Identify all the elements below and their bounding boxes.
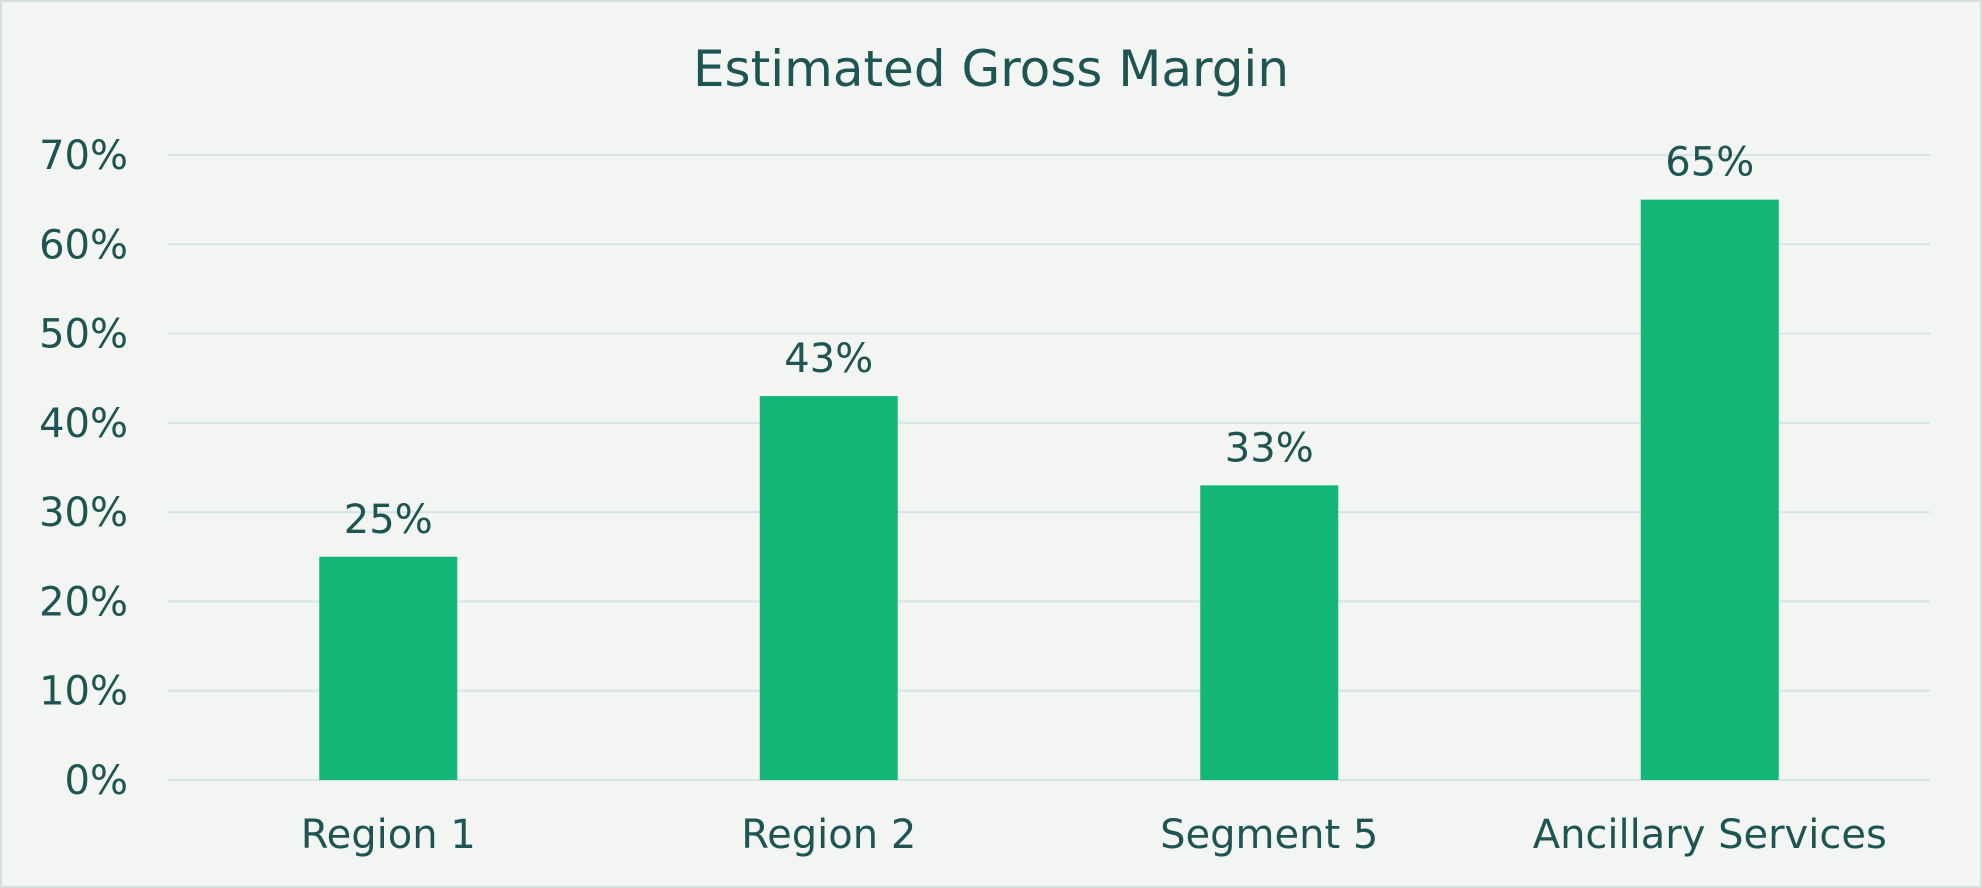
x-category-label: Region 1: [301, 812, 476, 858]
chart-title: Estimated Gross Margin: [693, 40, 1289, 98]
y-tick-label: 10%: [39, 669, 128, 715]
data-label: 65%: [1665, 140, 1754, 186]
bar-segment-5: [1200, 485, 1339, 780]
data-labels: 25% 43% 33% 65%: [344, 140, 1754, 543]
y-tick-label: 0%: [65, 758, 128, 804]
y-tick-label: 30%: [39, 490, 128, 536]
x-category-label: Segment 5: [1160, 812, 1378, 858]
y-tick-label: 40%: [39, 401, 128, 447]
bars: [319, 199, 1779, 781]
y-tick-label: 60%: [39, 222, 128, 268]
gridlines: [168, 154, 1930, 781]
y-tick-label: 70%: [39, 133, 128, 179]
data-label: 33%: [1225, 425, 1314, 471]
data-label: 43%: [784, 336, 873, 382]
data-label: 25%: [344, 497, 433, 543]
x-category-label: Region 2: [741, 812, 916, 858]
x-axis-categories: Region 1 Region 2 Segment 5 Ancillary Servi…: [301, 812, 1887, 858]
bar-ancillary-services: [1640, 199, 1779, 781]
bar-region-2: [759, 396, 898, 780]
y-axis-ticks: 0% 10% 20% 30% 40% 50% 60% 70%: [39, 133, 128, 804]
x-category-label: Ancillary Services: [1533, 812, 1887, 858]
y-tick-label: 50%: [39, 312, 128, 358]
bar-region-1: [319, 556, 458, 780]
y-tick-label: 20%: [39, 579, 128, 625]
